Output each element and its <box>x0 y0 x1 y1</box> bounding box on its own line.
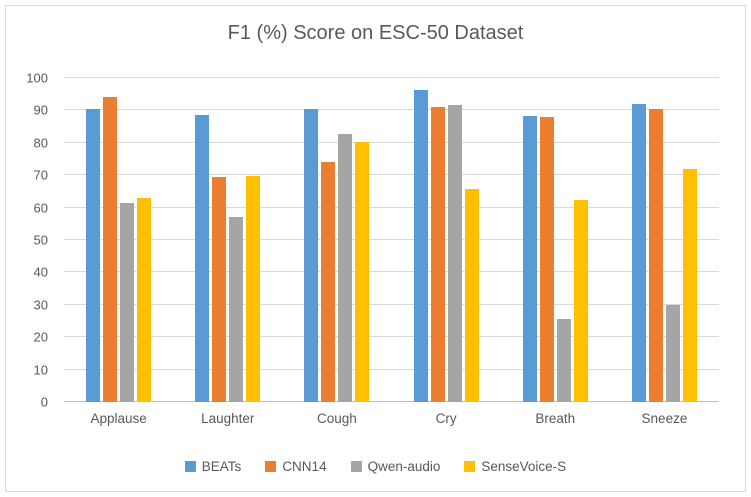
bar-groups <box>64 78 719 402</box>
y-tick-label: 90 <box>33 102 48 118</box>
bar-qwen-audio-sneeze <box>665 304 680 402</box>
gridline <box>64 368 719 370</box>
bar-beats-breath <box>522 116 537 402</box>
bar-sensevoice-s-cry <box>464 189 479 402</box>
legend-swatch-sensevoice-s <box>464 461 476 472</box>
bar-group-cough <box>282 78 391 402</box>
bar-sensevoice-s-cough <box>355 141 370 402</box>
y-tick-label: 80 <box>33 135 48 151</box>
legend-item-beats: BEATs <box>184 459 242 474</box>
x-tick-label-applause: Applause <box>90 411 147 426</box>
x-axis-line <box>64 401 719 402</box>
x-tick-label-cry: Cry <box>435 411 457 426</box>
bar-cnn14-laughter <box>212 176 227 402</box>
y-tick-label: 20 <box>33 329 48 345</box>
legend-label-cnn14: CNN14 <box>282 459 327 474</box>
bar-qwen-audio-applause <box>120 202 135 402</box>
y-axis: 0 10 20 30 40 50 60 70 80 90 100 <box>6 71 58 410</box>
bar-group-laughter <box>173 78 282 402</box>
gridline <box>64 174 719 176</box>
y-tick-label: 40 <box>33 264 48 280</box>
legend: BEATs CNN14 Qwen-audio SenseVoice-S <box>6 459 745 474</box>
y-tick-label: 100 <box>26 70 48 86</box>
bar-qwen-audio-laughter <box>229 217 244 402</box>
legend-swatch-qwen-audio <box>350 461 362 472</box>
y-tick-label: 50 <box>33 232 48 248</box>
legend-item-cnn14: CNN14 <box>265 459 327 474</box>
x-tick-label-sneeze: Sneeze <box>641 411 688 426</box>
bar-cnn14-sneeze <box>648 109 663 402</box>
gridline <box>64 109 719 111</box>
legend-swatch-cnn14 <box>265 461 277 472</box>
legend-swatch-beats <box>184 461 196 472</box>
bar-group-sneeze <box>610 78 719 402</box>
bar-cnn14-cry <box>430 107 445 402</box>
bar-group-applause <box>64 78 173 402</box>
legend-item-qwen-audio: Qwen-audio <box>350 459 441 474</box>
y-tick-label: 60 <box>33 200 48 216</box>
y-tick-label: 10 <box>33 362 48 378</box>
plot-area <box>64 77 719 402</box>
bar-chart: F1 (%) Score on ESC-50 Dataset 0 10 20 30 40… <box>5 5 746 492</box>
bar-cnn14-cough <box>321 161 336 402</box>
bar-qwen-audio-breath <box>556 319 571 402</box>
gridline <box>64 239 719 240</box>
bar-beats-cough <box>304 108 319 402</box>
bar-beats-applause <box>86 108 101 402</box>
bar-qwen-audio-cry <box>447 105 462 402</box>
legend-label-beats: BEATs <box>201 459 242 474</box>
legend-item-sensevoice-s: SenseVoice-S <box>464 459 566 474</box>
bar-group-breath <box>501 78 610 402</box>
bar-beats-laughter <box>195 115 210 402</box>
legend-label-qwen-audio: Qwen-audio <box>367 459 441 474</box>
x-tick-label-cough: Cough <box>317 411 357 426</box>
legend-label-sensevoice-s: SenseVoice-S <box>481 459 567 474</box>
bar-cnn14-applause <box>103 97 118 402</box>
x-axis: Applause Laughter Cough Cry Breath Sneeze <box>64 402 719 426</box>
bar-beats-cry <box>413 90 428 402</box>
gridline <box>64 271 719 273</box>
bar-sensevoice-s-breath <box>573 199 588 402</box>
y-tick-label: 30 <box>33 297 48 313</box>
bar-qwen-audio-cough <box>338 134 353 402</box>
bar-sensevoice-s-applause <box>137 197 152 402</box>
y-tick-label: 70 <box>33 167 48 183</box>
gridline <box>64 336 719 338</box>
gridline <box>64 206 719 208</box>
gridline <box>64 77 719 78</box>
bar-beats-sneeze <box>631 103 646 402</box>
bar-sensevoice-s-laughter <box>246 176 261 402</box>
bar-sensevoice-s-sneeze <box>682 169 697 402</box>
chart-title: F1 (%) Score on ESC-50 Dataset <box>227 22 524 44</box>
bar-cnn14-breath <box>539 117 554 402</box>
gridline <box>64 141 719 143</box>
x-tick-label-laughter: Laughter <box>201 411 255 426</box>
y-tick-label: 0 <box>40 394 48 410</box>
x-tick-label-breath: Breath <box>535 411 576 426</box>
bar-group-cry <box>392 78 501 402</box>
gridline <box>64 303 719 305</box>
